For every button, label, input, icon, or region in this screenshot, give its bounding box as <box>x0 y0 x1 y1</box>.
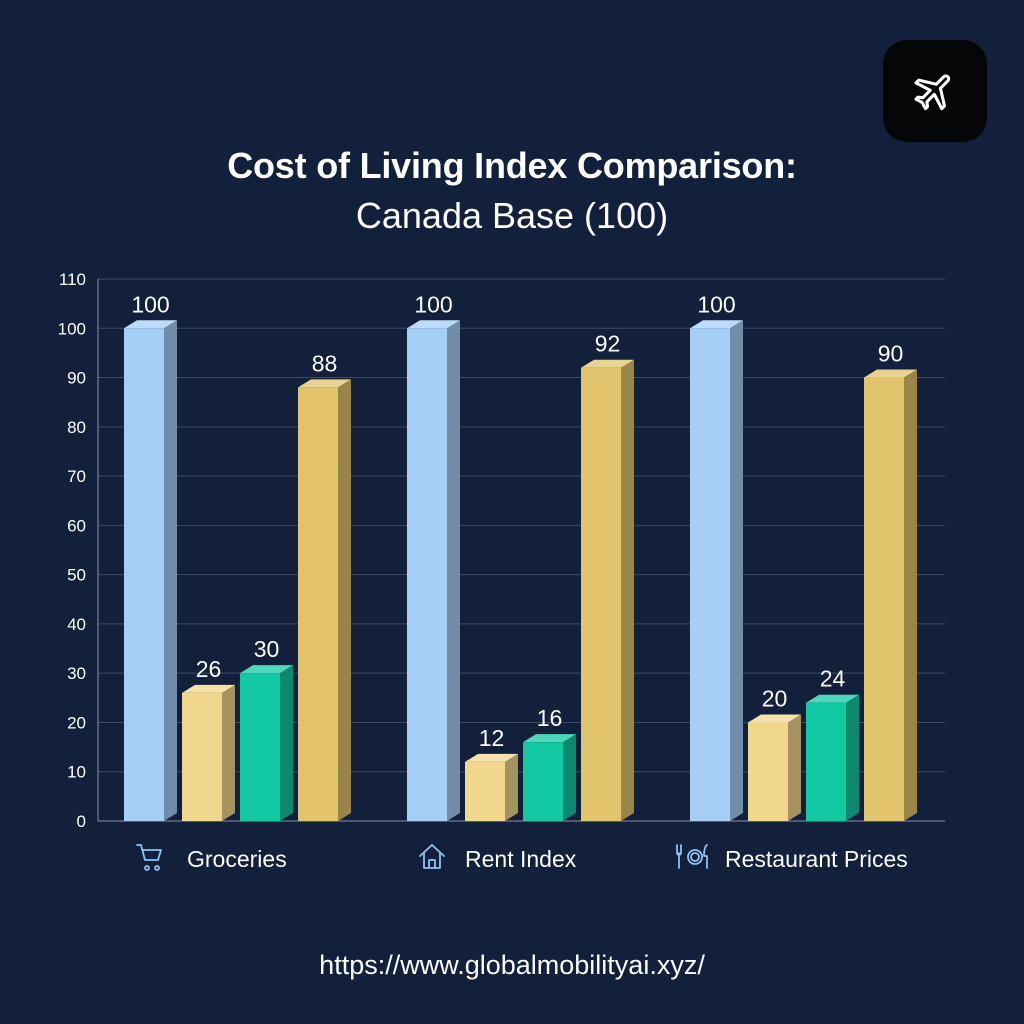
bar-side <box>621 359 634 821</box>
bar-top <box>465 753 518 762</box>
bar-top <box>523 734 576 743</box>
bar <box>581 359 634 821</box>
chart-title: Cost of Living Index Comparison: <box>227 145 797 186</box>
category-axis: Groceries Rent Index Restaurant Prices <box>136 844 908 872</box>
data-labels: 100 26 30 88 100 12 16 92 100 20 24 90 <box>131 291 903 751</box>
y-tick-label: 80 <box>67 418 86 437</box>
data-label: 12 <box>479 725 505 751</box>
bar-side <box>846 694 859 821</box>
bar-front <box>240 673 280 821</box>
bar <box>806 694 859 821</box>
icon-glyph <box>136 844 162 871</box>
airplane-icon <box>914 74 951 111</box>
bar-top <box>298 379 351 388</box>
bar <box>748 714 801 821</box>
bar-side <box>222 684 235 821</box>
bar-front <box>465 761 505 821</box>
bar <box>864 369 917 821</box>
fork-plate-knife-icon <box>676 844 708 869</box>
y-tick-label: 60 <box>67 516 86 535</box>
bar-top <box>182 684 235 693</box>
bar-front <box>748 722 788 821</box>
bar-side <box>164 320 177 821</box>
y-tick-label: 50 <box>67 566 86 585</box>
bar-top <box>806 694 859 703</box>
data-label: 100 <box>414 291 452 317</box>
bar-front <box>407 328 447 821</box>
icon-glyph <box>419 844 445 869</box>
bar <box>465 753 518 821</box>
bar-side <box>338 379 351 821</box>
bar-front <box>523 742 563 821</box>
bar <box>240 665 293 821</box>
y-tick-label: 110 <box>59 270 86 289</box>
bar-front <box>298 387 338 821</box>
bar-side <box>280 665 293 821</box>
chart-header: Cost of Living Index Comparison: Canada … <box>0 140 1024 240</box>
data-label: 16 <box>537 705 563 731</box>
bar <box>298 379 351 821</box>
y-tick-label: 20 <box>67 713 86 732</box>
bar-top <box>407 320 460 329</box>
category-label: Restaurant Prices <box>725 846 908 872</box>
bar-front <box>806 702 846 821</box>
bar-front <box>690 328 730 821</box>
bar-side <box>788 714 801 821</box>
y-tick-label: 10 <box>67 763 86 782</box>
data-label: 20 <box>762 685 788 711</box>
shopping-cart-icon <box>136 844 162 871</box>
y-tick-label: 30 <box>67 664 86 683</box>
house-icon <box>419 844 445 869</box>
bar-front <box>864 377 904 821</box>
bar-top <box>864 369 917 378</box>
y-tick-label: 0 <box>77 812 86 831</box>
bar <box>690 320 743 821</box>
bar <box>523 734 576 821</box>
bar <box>407 320 460 821</box>
y-tick-label: 90 <box>67 369 86 388</box>
bar-top <box>124 320 177 329</box>
bar-top <box>690 320 743 329</box>
bar-side <box>730 320 743 821</box>
chart-subtitle: Canada Base (100) <box>355 195 669 236</box>
y-tick-label: 100 <box>58 319 86 338</box>
bar <box>124 320 177 821</box>
bar-top <box>581 359 634 368</box>
grid-lines <box>98 278 945 822</box>
category-label: Rent Index <box>465 846 577 872</box>
bar-front <box>581 367 621 821</box>
data-label: 100 <box>131 291 169 317</box>
bars <box>124 320 917 821</box>
data-label: 90 <box>878 341 904 367</box>
bar <box>182 684 235 821</box>
bar-side <box>505 753 518 821</box>
bar-side <box>447 320 460 821</box>
bar-top <box>748 714 801 723</box>
bar-front <box>124 328 164 821</box>
icon-glyph <box>676 844 708 869</box>
data-label: 88 <box>312 350 338 376</box>
bar-side <box>904 369 917 821</box>
data-label: 30 <box>254 636 280 662</box>
data-label: 26 <box>196 656 222 682</box>
bar-front <box>182 692 222 821</box>
bar-side <box>563 734 576 821</box>
y-tick-label: 70 <box>67 467 86 486</box>
y-tick-label: 40 <box>67 615 86 634</box>
footer-url[interactable]: https://www.globalmobilityai.xyz/ <box>319 950 705 980</box>
data-label: 24 <box>820 666 846 692</box>
data-label: 100 <box>697 291 735 317</box>
bar-top <box>240 665 293 674</box>
y-axis: 0 10 20 30 40 50 60 70 80 90 100 110 <box>58 270 99 831</box>
category-label: Groceries <box>187 846 287 872</box>
data-label: 92 <box>595 331 621 357</box>
logo-badge <box>883 40 987 142</box>
